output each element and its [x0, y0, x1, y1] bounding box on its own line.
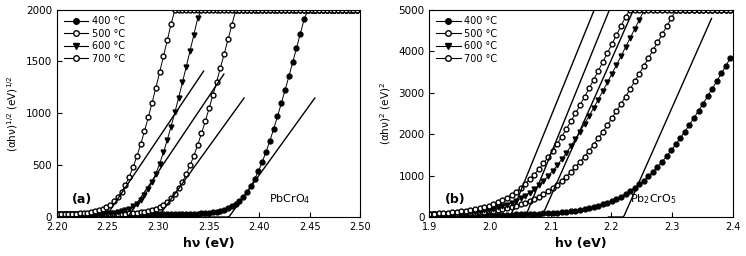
Legend: 400 °C, 500 °C, 600 °C, 700 °C: 400 °C, 500 °C, 600 °C, 700 °C: [433, 13, 501, 68]
Text: (a): (a): [72, 193, 93, 206]
Y-axis label: (αhν)$^{1/2}$ (eV)$^{1/2}$: (αhν)$^{1/2}$ (eV)$^{1/2}$: [5, 75, 20, 152]
Text: (b): (b): [445, 193, 466, 206]
Text: Pb$_2$CrO$_5$: Pb$_2$CrO$_5$: [630, 193, 676, 206]
Text: PbCrO$_4$: PbCrO$_4$: [269, 193, 311, 206]
Legend: 400 °C, 500 °C, 600 °C, 700 °C: 400 °C, 500 °C, 600 °C, 700 °C: [60, 13, 129, 68]
X-axis label: hν (eV): hν (eV): [555, 238, 607, 250]
Y-axis label: (αhν)$^2$ (eV)$^2$: (αhν)$^2$ (eV)$^2$: [378, 82, 393, 145]
X-axis label: hν (eV): hν (eV): [183, 238, 234, 250]
